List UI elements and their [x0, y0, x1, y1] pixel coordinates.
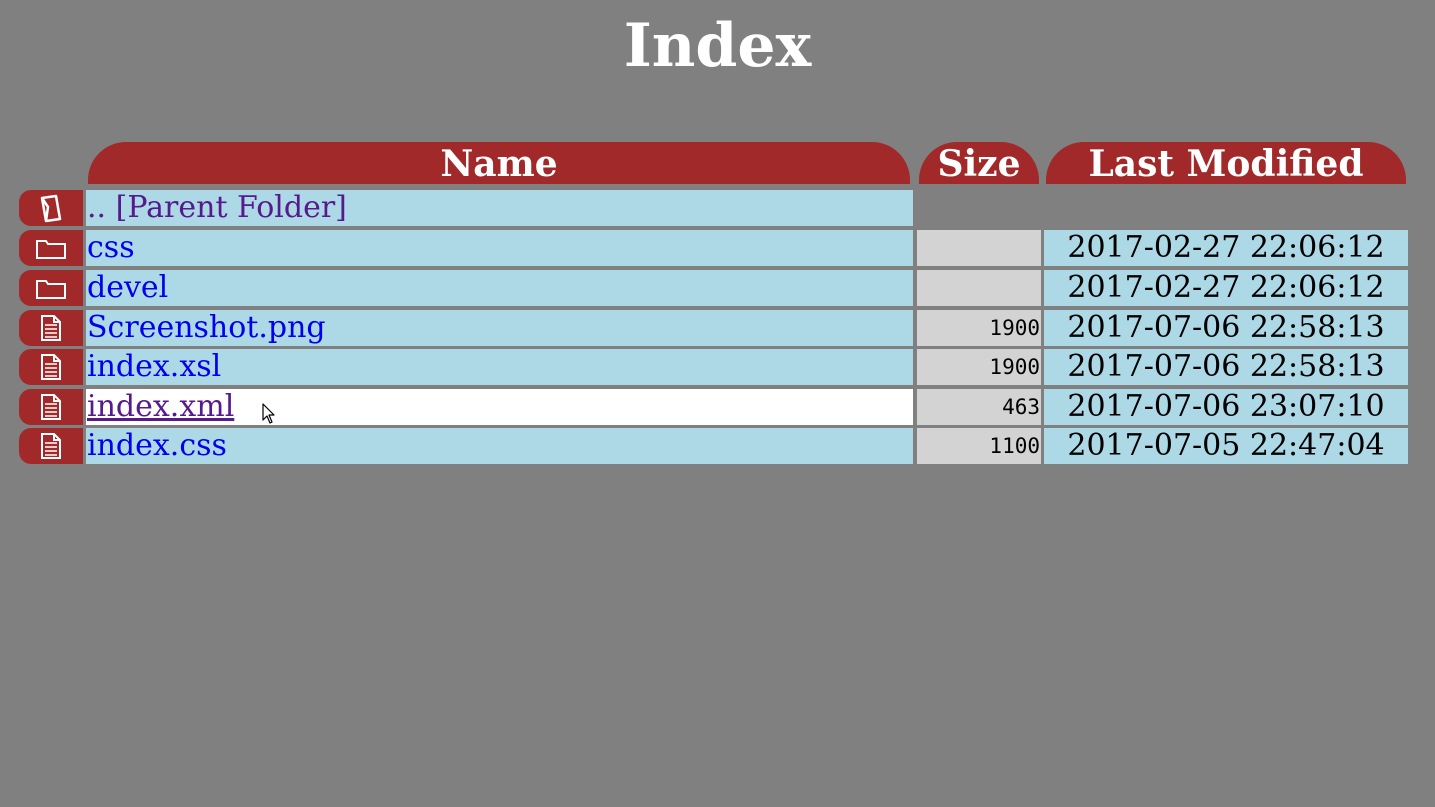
size-column-header: Size: [919, 142, 1039, 185]
table-row: index.xml 463 2017-07-06 23:07:10: [0, 389, 1435, 425]
name-column-header: Name: [88, 142, 910, 185]
size-cell: 1900: [917, 310, 1041, 346]
folder-icon: [19, 230, 83, 266]
size-cell: 1900: [917, 349, 1041, 385]
modified-cell: 2017-02-27 22:06:12: [1044, 230, 1408, 266]
name-cell: index.xsl: [86, 349, 913, 385]
size-cell: [917, 230, 1041, 266]
parent-folder-row: .. [Parent Folder]: [0, 190, 1435, 226]
file-icon: [19, 389, 83, 425]
table-row: index.css 1100 2017-07-05 22:47:04: [0, 428, 1435, 464]
file-link-screenshot-png[interactable]: Screenshot.png: [87, 310, 326, 345]
name-cell: index.xml: [86, 389, 913, 425]
parent-folder-icon: [19, 190, 83, 226]
modified-cell: 2017-07-06 22:58:13: [1044, 310, 1408, 346]
name-cell: index.css: [86, 428, 913, 464]
modified-cell: 2017-02-27 22:06:12: [1044, 270, 1408, 306]
page-title: Index: [623, 11, 812, 81]
parent-folder-cell: .. [Parent Folder]: [86, 190, 913, 226]
table-row: css 2017-02-27 22:06:12: [0, 230, 1435, 266]
file-link-index-xsl[interactable]: index.xsl: [87, 349, 222, 384]
file-icon: [19, 428, 83, 464]
modified-cell: 2017-07-06 23:07:10: [1044, 389, 1408, 425]
file-icon: [19, 310, 83, 346]
size-cell: 1100: [917, 428, 1041, 464]
size-cell: 463: [917, 389, 1041, 425]
modified-cell: 2017-07-06 22:58:13: [1044, 349, 1408, 385]
folder-icon: [19, 270, 83, 306]
table-row: devel 2017-02-27 22:06:12: [0, 270, 1435, 306]
folder-link-devel[interactable]: devel: [87, 270, 169, 305]
folder-link-css[interactable]: css: [87, 230, 135, 265]
file-link-index-xml[interactable]: index.xml: [87, 389, 235, 424]
name-cell: css: [86, 230, 913, 266]
table-row: index.xsl 1900 2017-07-06 22:58:13: [0, 349, 1435, 385]
size-cell: [917, 270, 1041, 306]
name-cell: devel: [86, 270, 913, 306]
mouse-cursor-icon: [262, 403, 275, 424]
table-row: Screenshot.png 1900 2017-07-06 22:58:13: [0, 310, 1435, 346]
modified-cell: 2017-07-05 22:47:04: [1044, 428, 1408, 464]
file-link-index-css[interactable]: index.css: [87, 428, 227, 463]
last-modified-column-header: Last Modified: [1046, 142, 1406, 185]
name-cell: Screenshot.png: [86, 310, 913, 346]
parent-folder-link[interactable]: .. [Parent Folder]: [87, 190, 347, 225]
file-icon: [19, 349, 83, 385]
